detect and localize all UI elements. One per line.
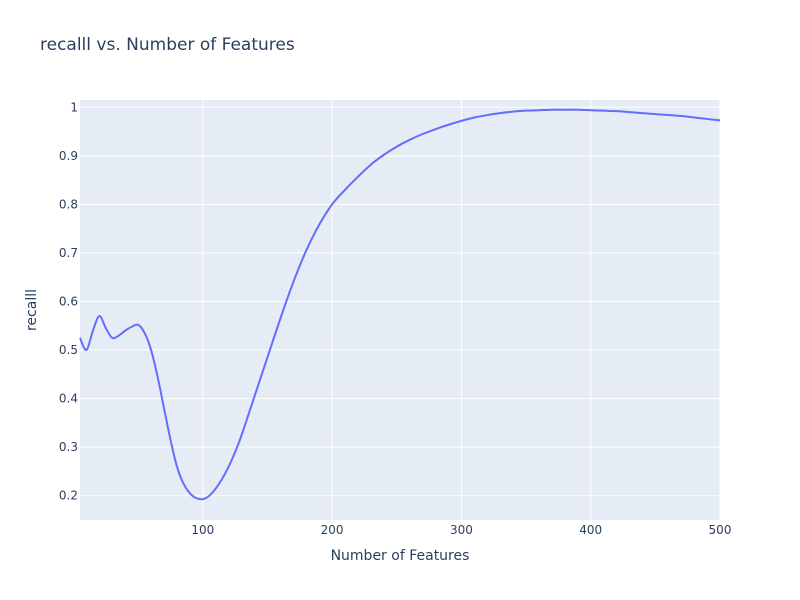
y-tick-label: 0.4 bbox=[59, 392, 78, 406]
y-axis-title: recalll bbox=[24, 289, 40, 331]
chart-title: recalll vs. Number of Features bbox=[40, 35, 295, 55]
x-tick-label: 100 bbox=[191, 523, 214, 537]
y-gridlines bbox=[80, 106, 720, 497]
y-tick-label: 1 bbox=[70, 100, 78, 114]
x-tick-label: 500 bbox=[709, 523, 732, 537]
y-tick-label: 0.7 bbox=[59, 246, 78, 260]
plot-area bbox=[80, 100, 720, 520]
x-tick-label: 200 bbox=[321, 523, 344, 537]
y-tick-label: 0.2 bbox=[59, 489, 78, 503]
y-tick-label: 0.9 bbox=[59, 149, 78, 163]
y-tick-label: 0.3 bbox=[59, 440, 78, 454]
y-tick-label: 0.6 bbox=[59, 295, 78, 309]
x-tick-labels: 100 200 300 400 500 bbox=[191, 523, 731, 537]
series-line-recall bbox=[79, 108, 721, 501]
y-tick-label: 0.8 bbox=[59, 197, 78, 211]
y-tick-label: 0.5 bbox=[59, 343, 78, 357]
x-tick-label: 400 bbox=[579, 523, 602, 537]
y-tick-labels: 0.2 0.3 0.4 0.5 0.6 0.7 0.8 0.9 1 bbox=[59, 100, 78, 502]
x-tick-label: 300 bbox=[450, 523, 473, 537]
x-gridlines bbox=[202, 100, 721, 520]
x-axis-title: Number of Features bbox=[331, 548, 470, 564]
